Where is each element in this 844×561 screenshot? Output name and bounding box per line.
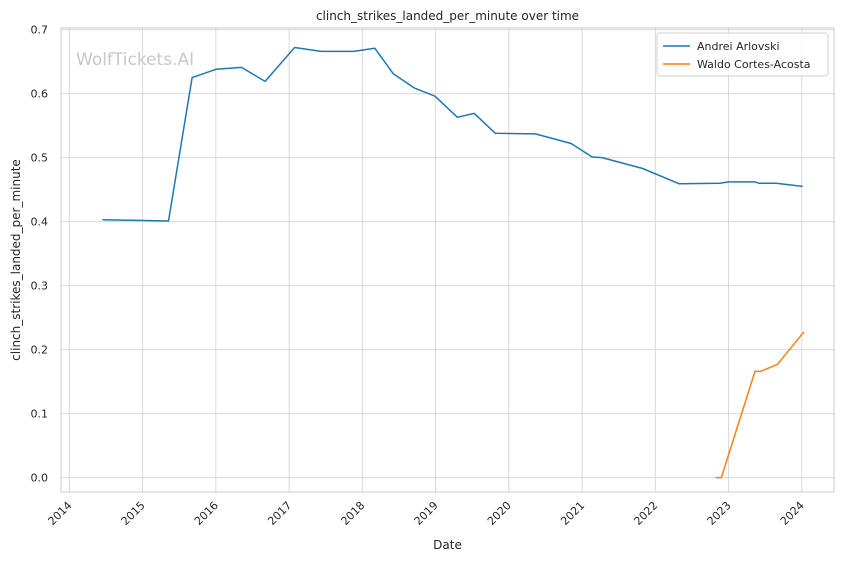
- y-tick-label-0.5: 0.5: [31, 152, 49, 165]
- y-tick-label-0.6: 0.6: [31, 88, 49, 101]
- series-lines: [102, 46, 805, 479]
- chart-title: clinch_strikes_landed_per_minute over ti…: [316, 9, 579, 23]
- y-tick-label-0.0: 0.0: [31, 472, 49, 485]
- grid-lines: [61, 28, 834, 492]
- y-tick-label-0.4: 0.4: [31, 216, 49, 229]
- y-tick-label-0.7: 0.7: [31, 24, 49, 37]
- legend-box: [656, 32, 829, 77]
- series-line-1: [715, 331, 805, 479]
- series-line-0: [102, 46, 803, 222]
- tick-labels: 2014 2015 2016 2017 2018 2019 2020 2021 2022 2023…: [31, 24, 807, 528]
- y-axis-label: clinch_strikes_landed_per_minute: [9, 159, 23, 361]
- y-tick-label-0.2: 0.2: [31, 344, 49, 357]
- x-axis-label: Date: [433, 538, 462, 552]
- watermark-text: WolfTickets.AI: [76, 50, 194, 70]
- y-tick-label-0.3: 0.3: [31, 280, 49, 293]
- y-tick-label-0.1: 0.1: [31, 408, 49, 421]
- legend-label-arlovski: Andrei Arlovski: [697, 40, 780, 53]
- legend: Andrei Arlovski Waldo Cortes-Acosta: [656, 32, 829, 77]
- legend-label-cortes-acosta: Waldo Cortes-Acosta: [697, 58, 811, 71]
- plot-frame: [60, 27, 835, 493]
